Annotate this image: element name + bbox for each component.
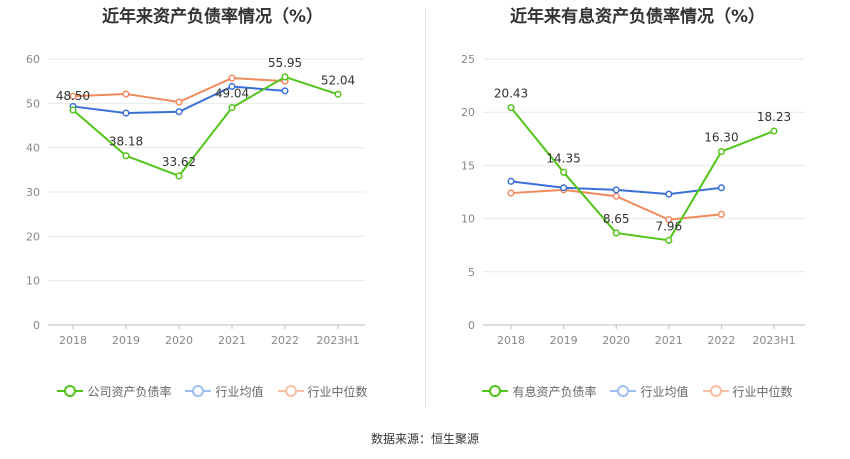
- data-point: [228, 74, 236, 82]
- data-point: [560, 168, 568, 176]
- data-point: [228, 82, 236, 91]
- data-point: [665, 216, 673, 224]
- data-label: 38.18: [109, 135, 143, 149]
- legend-item-company[interactable]: 有息资产负债率: [482, 383, 596, 400]
- legend-label: 公司资产负债率: [87, 384, 172, 399]
- x-tick-label: 2020: [165, 334, 193, 347]
- data-point: [228, 104, 236, 112]
- y-tick-label: 10: [461, 213, 475, 226]
- legend-item-industry-mean[interactable]: 行业均值: [610, 383, 689, 400]
- x-tick-label: 2021: [655, 334, 683, 347]
- y-tick-label: 60: [26, 53, 40, 66]
- data-point: [69, 106, 77, 114]
- y-tick-label: 50: [26, 97, 40, 110]
- x-tick-label: 2021: [218, 334, 246, 347]
- data-point: [507, 177, 515, 185]
- x-tick-label: 2022: [707, 334, 735, 347]
- x-tick-label: 2023H1: [316, 334, 359, 347]
- y-tick-label: 15: [461, 159, 475, 172]
- data-point: [612, 192, 620, 200]
- legend-item-industry-median[interactable]: 行业中位数: [702, 383, 793, 400]
- debt-ratio-plot: 0 10 20 30 40 50 60 2018 2019 2020 2021 2022 2023H1 4…: [26, 53, 365, 347]
- data-label: 18.23: [757, 110, 791, 124]
- legend-label: 行业均值: [215, 384, 264, 399]
- x-tick-label: 2019: [550, 334, 578, 347]
- data-label: 52.04: [321, 73, 355, 87]
- data-point: [175, 172, 183, 180]
- legend-item-company[interactable]: 公司资产负债率: [57, 383, 171, 400]
- legend-label: 行业均值: [640, 384, 689, 399]
- data-point: [665, 236, 673, 244]
- panel-divider: [425, 8, 426, 408]
- y-tick-label: 20: [26, 230, 40, 243]
- y-tick-label: 0: [33, 319, 40, 332]
- data-point: [122, 90, 130, 98]
- legend-label: 行业中位数: [307, 384, 368, 399]
- data-point: [507, 104, 515, 112]
- chart-title: 近年来资产负债率情况（%）: [101, 7, 324, 27]
- y-tick-label: 30: [26, 186, 40, 199]
- y-tick-label: 0: [468, 319, 475, 332]
- data-point: [281, 87, 289, 95]
- chart-legend: 公司资产负债率 行业均值 行业中位数: [0, 381, 425, 401]
- x-tick-label: 2022: [271, 334, 299, 347]
- data-label: 49.04: [215, 87, 249, 101]
- legend-marker-orange: [702, 384, 729, 398]
- series-line: [72, 75, 339, 178]
- data-point: [560, 184, 568, 192]
- legend-marker-green: [57, 384, 84, 398]
- chart-legend: 有息资产负债率 行业均值 行业中位数: [425, 381, 850, 401]
- data-label: 16.30: [704, 131, 738, 145]
- x-tick-label: 2020: [602, 334, 630, 347]
- legend-item-industry-mean[interactable]: 行业均值: [185, 383, 264, 400]
- legend-item-industry-median[interactable]: 行业中位数: [277, 383, 368, 400]
- data-label: 55.95: [268, 56, 302, 70]
- x-tick-label: 2023H1: [752, 334, 795, 347]
- data-point: [122, 109, 130, 117]
- series-line: [510, 106, 775, 242]
- y-tick-label: 5: [468, 266, 475, 279]
- data-point: [281, 73, 289, 81]
- data-point: [665, 190, 673, 198]
- data-label: 33.62: [162, 155, 196, 169]
- data-point: [717, 210, 725, 218]
- chart-title: 近年来有息资产负债率情况（%）: [509, 7, 766, 27]
- legend-marker-blue: [610, 384, 637, 398]
- x-tick-label: 2018: [497, 334, 525, 347]
- y-tick-label: 40: [26, 142, 40, 155]
- data-label: 20.43: [494, 87, 528, 101]
- data-label: 7.96: [655, 219, 682, 233]
- data-label: 14.35: [546, 151, 580, 165]
- interest-debt-ratio-plot: 0 5 10 15 20 25 2018 2019 2020 2021 2022 2023H1 20.4…: [461, 53, 805, 347]
- data-point: [334, 90, 342, 98]
- data-label: 48.50: [56, 89, 90, 103]
- legend-label: 有息资产负债率: [512, 384, 597, 399]
- x-tick-label: 2018: [59, 334, 87, 347]
- data-point: [717, 184, 725, 192]
- x-tick-label: 2019: [112, 334, 140, 347]
- legend-marker-orange: [277, 384, 304, 398]
- legend-marker-green: [482, 384, 509, 398]
- y-tick-label: 20: [461, 106, 475, 119]
- series-line: [72, 77, 286, 104]
- legend-marker-blue: [185, 384, 212, 398]
- legend-label: 行业中位数: [732, 384, 793, 399]
- interest-debt-ratio-chart: 近年来有息资产负债率情况（%） 0 5 10 15 20 25 2018 2019 2020 20…: [425, 0, 850, 410]
- y-tick-label: 10: [26, 275, 40, 288]
- data-point: [122, 152, 130, 160]
- data-point: [175, 108, 183, 116]
- data-point: [507, 189, 515, 197]
- data-point: [770, 127, 778, 135]
- y-tick-label: 25: [461, 53, 475, 66]
- data-point: [612, 186, 620, 194]
- data-label: 8.65: [603, 212, 630, 226]
- data-point: [69, 92, 77, 100]
- data-point: [717, 148, 725, 156]
- debt-ratio-chart: 近年来资产负债率情况（%） 0 10 20 30 40 50 60 2018 2019 2020 2…: [0, 0, 425, 410]
- data-point: [612, 229, 620, 237]
- data-source: 数据来源：恒生聚源: [370, 432, 479, 446]
- data-point: [175, 98, 183, 106]
